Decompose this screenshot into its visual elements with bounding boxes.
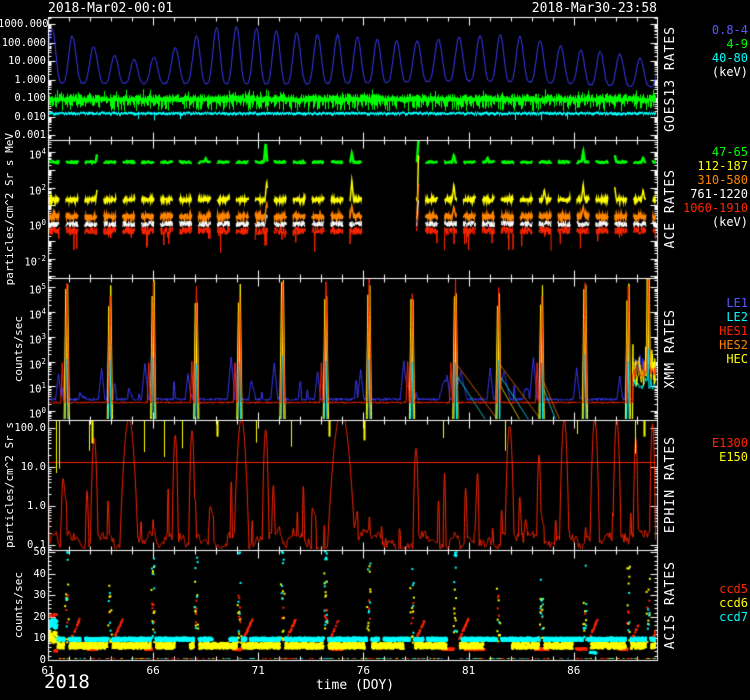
y-axis-title-box: counts/sec xyxy=(11,278,25,420)
y-tick-label: 105 xyxy=(28,282,46,297)
y-tick-label: 104 xyxy=(28,307,46,322)
legend-e150: E150 xyxy=(719,450,748,464)
y-tick-label: 10 xyxy=(33,632,46,645)
x-tick-label: 76 xyxy=(356,664,371,677)
y-tick-label: 10.000 xyxy=(8,55,46,68)
y-axis-title-box: counts/sec xyxy=(11,550,25,660)
y-tick-label: 100.0 xyxy=(14,421,46,434)
year-label: 2018 xyxy=(44,671,90,693)
x-tick-label: 86 xyxy=(567,664,581,677)
side-title-box: XMM RATES xyxy=(660,278,680,420)
end-datetime-label: 2018-Mar30-23:58 xyxy=(531,1,657,16)
y-tick-label: 100 xyxy=(28,405,46,421)
y-axis-title: particles/cm^2 Sr s MeV xyxy=(2,132,16,286)
panel-side-title: ACIS RATES xyxy=(662,560,678,650)
y-tick-label: 20 xyxy=(33,610,46,623)
panel-side-title: EPHIN RATES xyxy=(662,436,678,534)
start-datetime-label: 2018-Mar02-00:01 xyxy=(48,1,174,16)
legend-e1300: E1300 xyxy=(711,436,748,450)
y-tick-label: 0.1 xyxy=(27,538,46,551)
legend-le2: LE2 xyxy=(726,310,748,324)
y-tick-label: 1.000 xyxy=(14,73,46,86)
y-tick-label: 0.001 xyxy=(14,129,46,142)
y-tick-label: 10-2 xyxy=(24,253,46,269)
y-tick-label: 100 xyxy=(28,218,46,233)
legend-47-65: 47-65 xyxy=(711,145,748,159)
legend-1060-1910: 1060-1910 xyxy=(682,201,748,215)
legend-112-187: 112-187 xyxy=(697,159,748,173)
y-tick-label: 102 xyxy=(28,356,46,372)
y-axis-title: particles/cm^2 Sr s xyxy=(2,422,16,548)
x-tick-label: 81 xyxy=(461,664,476,677)
side-title-box: ACIS RATES xyxy=(660,550,680,660)
legend-ccd7: ccd7 xyxy=(719,610,748,624)
y-axis-title-box: particles/cm^2 Sr s xyxy=(2,420,16,550)
y-tick-label: 0.100 xyxy=(14,92,46,105)
y-tick-label: 1.0 xyxy=(27,499,46,512)
legend-ccd6: ccd6 xyxy=(719,596,748,610)
side-title-box: ACE RATES xyxy=(660,140,680,278)
legend-4-9: 4-9 xyxy=(726,37,748,51)
x-tick-label: 66 xyxy=(146,664,160,677)
legend--kev-: (keV) xyxy=(711,215,748,229)
y-tick-label: 103 xyxy=(28,331,46,347)
legend-ccd5: ccd5 xyxy=(719,582,748,596)
y-tick-label: 100.000 xyxy=(1,36,46,49)
legend-le1: LE1 xyxy=(726,296,748,310)
panel-side-title: ACE RATES xyxy=(662,169,678,249)
y-tick-label: 102 xyxy=(28,182,46,198)
legend-hes1: HES1 xyxy=(719,324,748,338)
x-axis-title: time (DOY) xyxy=(315,678,395,693)
x-tick-label: 71 xyxy=(251,664,265,677)
y-tick-label: 101 xyxy=(28,381,46,396)
y-axis-title-box: particles/cm^2 Sr s MeV xyxy=(2,133,16,285)
panel-side-title: XMM RATES xyxy=(662,309,678,389)
legend-761-1220: 761-1220 xyxy=(690,187,748,201)
y-tick-label: 1000.000 xyxy=(0,18,49,31)
side-title-box: EPHIN RATES xyxy=(660,420,680,550)
legend-0-8-4: 0.8-4 xyxy=(711,23,748,37)
legend-hec: HEC xyxy=(726,352,748,366)
x-tick-label: 61 xyxy=(41,664,55,677)
legend-40-80: 40-80 xyxy=(711,51,748,65)
legend-310-580: 310-580 xyxy=(697,173,748,187)
y-tick-label: 0.010 xyxy=(14,110,46,123)
y-tick-label: 40 xyxy=(33,567,46,580)
y-axis-title: counts/sec xyxy=(11,571,25,639)
y-tick-label: 0 xyxy=(39,654,46,666)
side-title-box: GOES13 RATES xyxy=(660,17,680,140)
legend--kev-: (keV) xyxy=(711,65,748,79)
y-tick-label: 104 xyxy=(28,147,46,162)
y-tick-label: 50 xyxy=(33,546,46,559)
legend-hes2: HES2 xyxy=(719,338,748,352)
y-axis-title: counts/sec xyxy=(11,315,25,383)
y-tick-label: 10.0 xyxy=(20,460,46,473)
panel-side-title: GOES13 RATES xyxy=(662,25,678,132)
y-tick-label: 30 xyxy=(33,589,46,602)
